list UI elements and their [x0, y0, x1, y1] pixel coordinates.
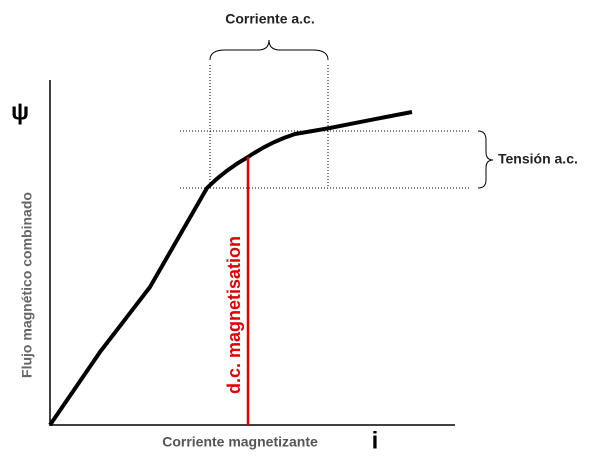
- magnetization-curve: [48, 110, 413, 427]
- x-axis-label: Corriente magnetizante: [162, 434, 318, 450]
- x-symbol: i: [372, 427, 379, 454]
- brace: [209, 39, 329, 61]
- top-brace-label: Corriente a.c.: [225, 11, 314, 27]
- y-symbol: ψ: [11, 98, 29, 125]
- right-brace-label: Tensión a.c.: [498, 151, 578, 167]
- dc-label: d.c. magnetisation: [224, 236, 244, 394]
- brace: [477, 130, 494, 189]
- y-axis-label: Flujo magnético combinado: [19, 192, 35, 378]
